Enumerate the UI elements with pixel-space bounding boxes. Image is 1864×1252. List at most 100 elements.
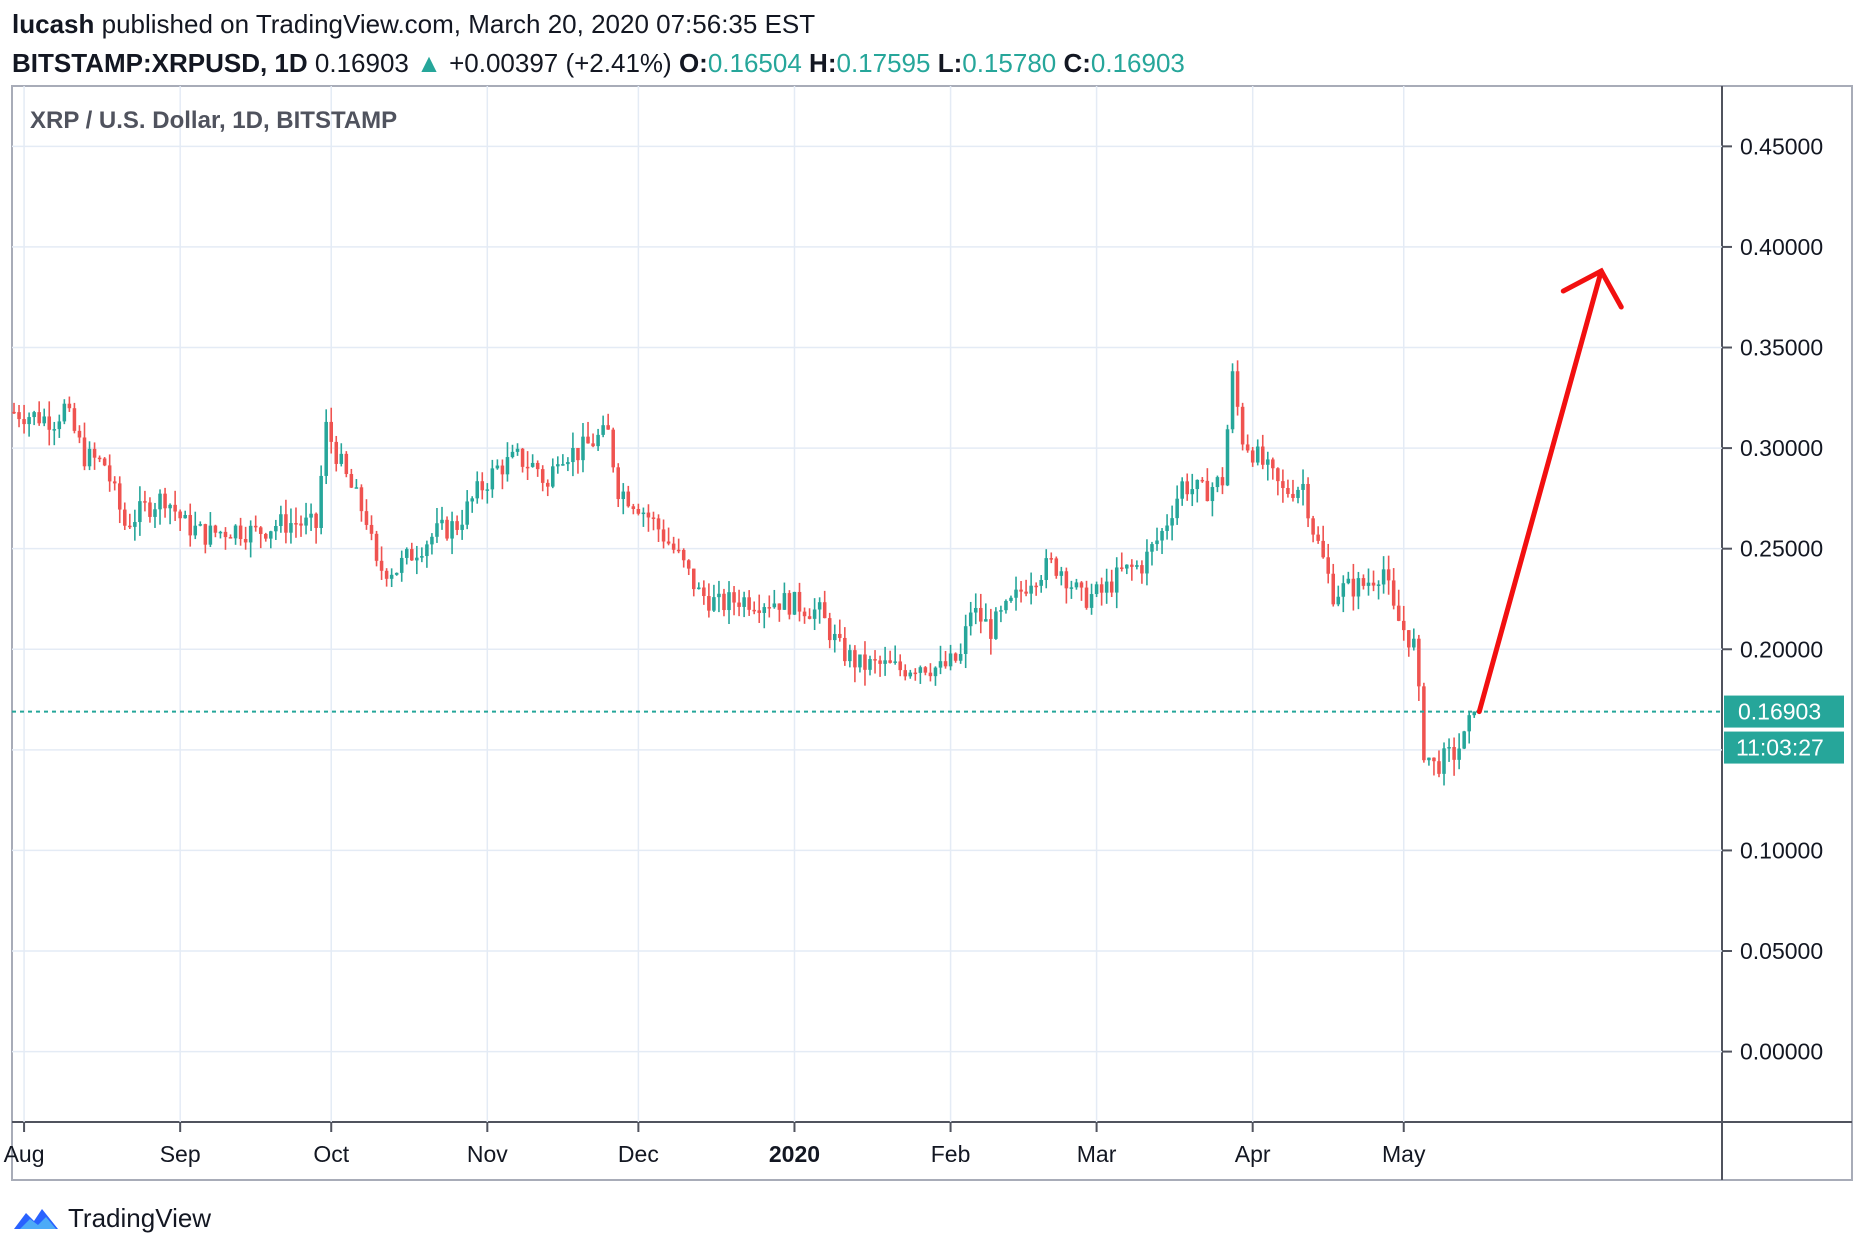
candle-down[interactable] [903, 664, 908, 681]
candle-down[interactable] [979, 593, 983, 634]
candle-down[interactable] [1034, 582, 1038, 596]
candle-down[interactable] [626, 485, 631, 508]
candle-down[interactable] [1099, 577, 1104, 606]
candle-up[interactable] [994, 607, 998, 640]
candle-up[interactable] [1114, 557, 1119, 609]
candle-down[interactable] [606, 413, 610, 430]
candle-up[interactable] [963, 614, 968, 669]
candle-up[interactable] [1301, 469, 1305, 506]
candle-down[interactable] [203, 523, 208, 554]
candle-down[interactable] [148, 497, 152, 523]
candle-up[interactable] [198, 521, 203, 527]
candle-down[interactable] [1391, 568, 1396, 610]
candle-down[interactable] [92, 442, 97, 470]
candle-down[interactable] [1200, 477, 1205, 483]
candle-down[interactable] [128, 513, 132, 529]
candle-up[interactable] [394, 572, 399, 576]
candle-down[interactable] [540, 465, 545, 492]
candle-up[interactable] [450, 511, 454, 555]
candle-down[interactable] [1311, 515, 1315, 543]
candle-up[interactable] [1135, 560, 1139, 570]
candle-up[interactable] [817, 597, 822, 624]
candle-up[interactable] [1145, 539, 1149, 586]
prediction-arrow[interactable] [1476, 267, 1624, 715]
candle-down[interactable] [923, 666, 928, 676]
candle-down[interactable] [576, 447, 580, 474]
candle-up[interactable] [727, 581, 731, 625]
candle-down[interactable] [143, 490, 147, 512]
candle-up[interactable] [712, 584, 716, 612]
candle-down[interactable] [1351, 563, 1356, 611]
candle-down[interactable] [666, 527, 671, 546]
candle-up[interactable] [470, 496, 474, 513]
candle-down[interactable] [67, 396, 72, 412]
candle-up[interactable] [27, 412, 31, 437]
candle-down[interactable] [787, 590, 792, 620]
candle-up[interactable] [404, 547, 409, 565]
candle-up[interactable] [1336, 585, 1341, 607]
candle-up[interactable] [354, 479, 359, 489]
candle-up[interactable] [52, 421, 57, 446]
candle-down[interactable] [213, 524, 218, 538]
candle-down[interactable] [17, 404, 21, 428]
candle-up[interactable] [1009, 595, 1013, 603]
candle-up[interactable] [1215, 475, 1220, 493]
candle-down[interactable] [82, 422, 87, 471]
candle-down[interactable] [188, 503, 192, 547]
candle-down[interactable] [1185, 473, 1189, 501]
candle-down[interactable] [586, 421, 590, 444]
candle-down[interactable] [455, 515, 459, 536]
candle-up[interactable] [1462, 730, 1466, 750]
candle-down[interactable] [853, 645, 857, 683]
candle-down[interactable] [525, 451, 530, 480]
candle-up[interactable] [561, 454, 565, 466]
candle-down[interactable] [686, 559, 691, 576]
candle-down[interactable] [163, 487, 167, 518]
candle-down[interactable] [223, 527, 228, 550]
price-axis[interactable]: 0.45000 0.40000 0.35000 0.30000 0.25000 0.200… [1722, 133, 1823, 1065]
candle-up[interactable] [183, 510, 187, 519]
candle-down[interactable] [1109, 569, 1114, 598]
candle-up[interactable] [274, 519, 278, 540]
candle-up[interactable] [1346, 571, 1351, 585]
candle-down[interactable] [616, 463, 620, 508]
candle-down[interactable] [112, 476, 117, 491]
candle-up[interactable] [1472, 711, 1476, 718]
candle-down[interactable] [843, 627, 847, 666]
candle-up[interactable] [1059, 566, 1064, 586]
candle-down[interactable] [384, 568, 389, 587]
candle-up[interactable] [1125, 564, 1129, 575]
candle-up[interactable] [248, 520, 253, 558]
candle-up[interactable] [158, 489, 162, 525]
candle-down[interactable] [752, 601, 756, 615]
candle-up[interactable] [782, 582, 787, 610]
candle-down[interactable] [1120, 552, 1124, 572]
candle-up[interactable] [1160, 528, 1164, 555]
candle-up[interactable] [1457, 733, 1461, 770]
candle-down[interactable] [1250, 447, 1255, 467]
candle-down[interactable] [943, 650, 948, 669]
candle-up[interactable] [938, 645, 943, 675]
candle-down[interactable] [329, 407, 333, 454]
candle-down[interactable] [1130, 559, 1134, 581]
candle-up[interactable] [269, 530, 273, 549]
candle-up[interactable] [958, 643, 963, 664]
candle-up[interactable] [475, 471, 480, 504]
candle-down[interactable] [480, 472, 485, 500]
candle-up[interactable] [1230, 363, 1235, 434]
candle-down[interactable] [1417, 634, 1421, 701]
candle-up[interactable] [399, 550, 404, 582]
candle-down[interactable] [898, 654, 902, 677]
candle-up[interactable] [460, 509, 464, 540]
candle-down[interactable] [72, 402, 77, 434]
candle-down[interactable] [1205, 468, 1210, 502]
candle-down[interactable] [1049, 552, 1054, 564]
candle-up[interactable] [420, 547, 424, 563]
candle-down[interactable] [1386, 555, 1391, 595]
tradingview-logo-icon[interactable] [12, 1203, 60, 1233]
candle-down[interactable] [1240, 402, 1245, 451]
candle-down[interactable] [777, 603, 782, 622]
candle-up[interactable] [1376, 580, 1381, 600]
candle-down[interactable] [374, 530, 379, 567]
candle-up[interactable] [515, 443, 520, 456]
